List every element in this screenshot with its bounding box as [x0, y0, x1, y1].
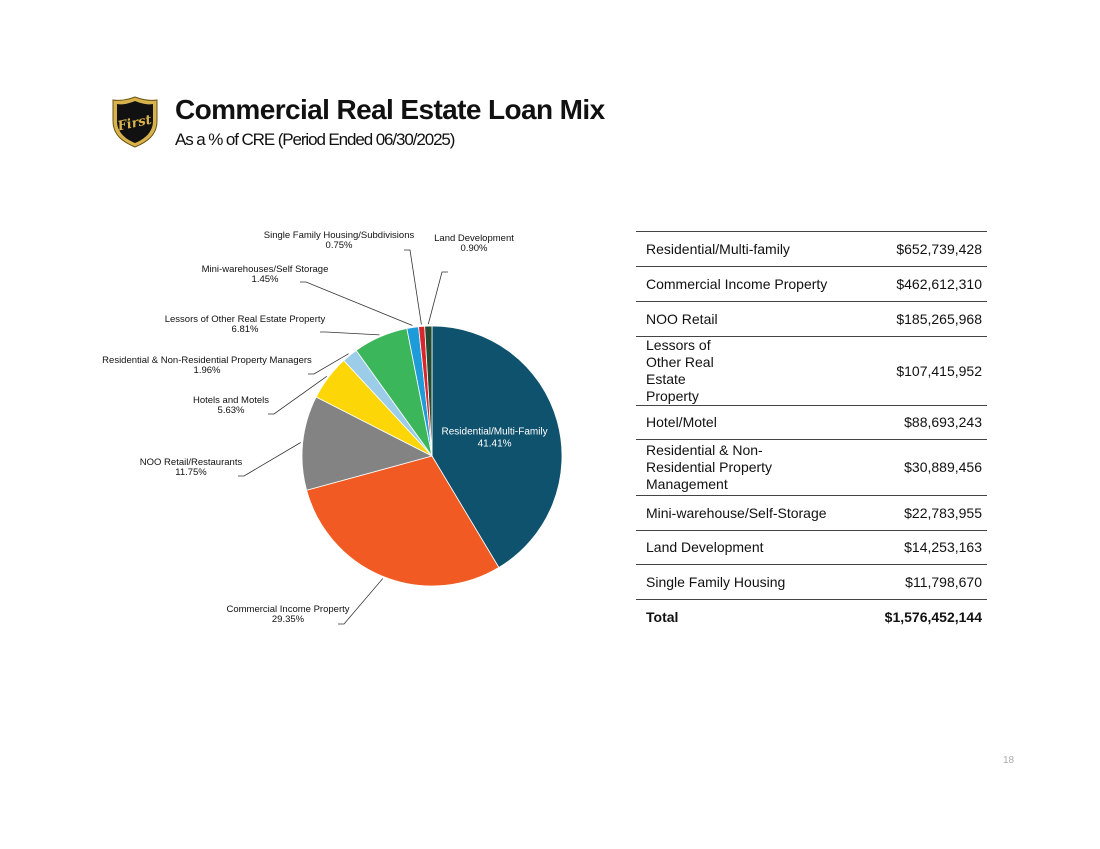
table-row: Land Development $14,253,163: [636, 530, 987, 565]
total-amount: $1,576,452,144: [884, 608, 982, 625]
leader-line: [308, 353, 349, 375]
row-amount: $30,889,456: [874, 439, 987, 496]
page-title: Commercial Real Estate Loan Mix: [175, 94, 605, 125]
slice-percent: 0.90%: [461, 243, 488, 254]
slice-label: Residential/Multi-Family: [442, 427, 548, 438]
table-row: NOO Retail $185,265,968: [636, 301, 987, 337]
table-row: Lessors of Other Real Estate Property $1…: [636, 336, 987, 406]
slice-label: Residential & Non-Residential Property M…: [102, 355, 312, 366]
leader-line: [268, 375, 328, 415]
page-subtitle: As a % of CRE (Period Ended 06/30/2025): [175, 130, 455, 149]
table-row: Single Family Housing $11,798,670: [636, 564, 987, 600]
leader-line: [338, 578, 384, 625]
row-amount: $22,783,955: [874, 495, 987, 531]
row-amount: $14,253,163: [874, 530, 987, 565]
leader-line: [404, 249, 422, 325]
slice-label: Hotels and Motels: [193, 395, 269, 406]
slice-label: Lessors of Other Real Estate Property: [165, 314, 326, 325]
shield-logo: First: [112, 96, 158, 148]
table-row: Mini-warehouse/Self-Storage $22,783,955: [636, 495, 987, 531]
slice-percent: 1.96%: [194, 365, 221, 376]
pie-slice: [424, 325, 433, 457]
row-amount: $185,265,968: [874, 301, 987, 337]
pie-slice: [301, 396, 434, 491]
logo-text: First: [115, 113, 153, 135]
row-amount: $11,798,670: [874, 564, 987, 600]
row-label: Commercial Income Property: [636, 266, 875, 302]
leader-line: [238, 442, 301, 477]
row-amount: $88,693,243: [874, 405, 987, 440]
table-row: Commercial Income Property $462,612,310: [636, 266, 987, 302]
row-label: Mini-warehouse/Self-Storage: [636, 495, 875, 531]
leader-line: [427, 271, 448, 325]
loan-table: Residential/Multi-family $652,739,428 Co…: [636, 231, 987, 635]
leader-line: [300, 281, 413, 326]
total-label: Total: [646, 608, 679, 625]
slice-percent: 0.75%: [326, 240, 353, 251]
slice-label: NOO Retail/Restaurants: [140, 457, 243, 468]
row-amount: $462,612,310: [874, 266, 987, 302]
table-row: Residential/Multi-family $652,739,428: [636, 231, 987, 267]
slice-percent: 1.45%: [252, 274, 279, 285]
row-amount: $652,739,428: [874, 231, 987, 267]
row-label: Residential & Non-Residential Property M…: [636, 439, 875, 496]
row-amount: $107,415,952: [874, 336, 987, 406]
row-label: Land Development: [636, 530, 875, 565]
table-row: Hotel/Motel $88,693,243: [636, 405, 987, 440]
pie-slice: [306, 455, 500, 587]
page-number: 18: [1003, 755, 1015, 766]
slice-label: Land Development: [434, 233, 514, 244]
leader-line: [320, 331, 380, 336]
row-label: Single Family Housing: [636, 564, 875, 600]
slice-percent: 6.81%: [232, 324, 259, 335]
row-label: Lessors of Other Real Estate Property: [636, 336, 875, 406]
row-label: NOO Retail: [636, 301, 875, 337]
slice-percent: 41.41%: [478, 439, 512, 450]
row-label: Hotel/Motel: [636, 405, 875, 440]
slice-percent: 11.75%: [175, 467, 207, 478]
total-row: Total $1,576,452,144: [636, 600, 987, 635]
row-label: Residential/Multi-family: [636, 231, 875, 267]
pie-slice: [431, 325, 563, 569]
slice-percent: 29.35%: [272, 614, 305, 625]
slice-label: Commercial Income Property: [226, 604, 349, 615]
slice-label: Mini-warehouses/Self Storage: [202, 264, 329, 275]
table-row: Residential & Non-Residential Property M…: [636, 439, 987, 496]
slice-percent: 5.63%: [218, 405, 245, 416]
slice-label: Single Family Housing/Subdivisions: [264, 230, 415, 241]
